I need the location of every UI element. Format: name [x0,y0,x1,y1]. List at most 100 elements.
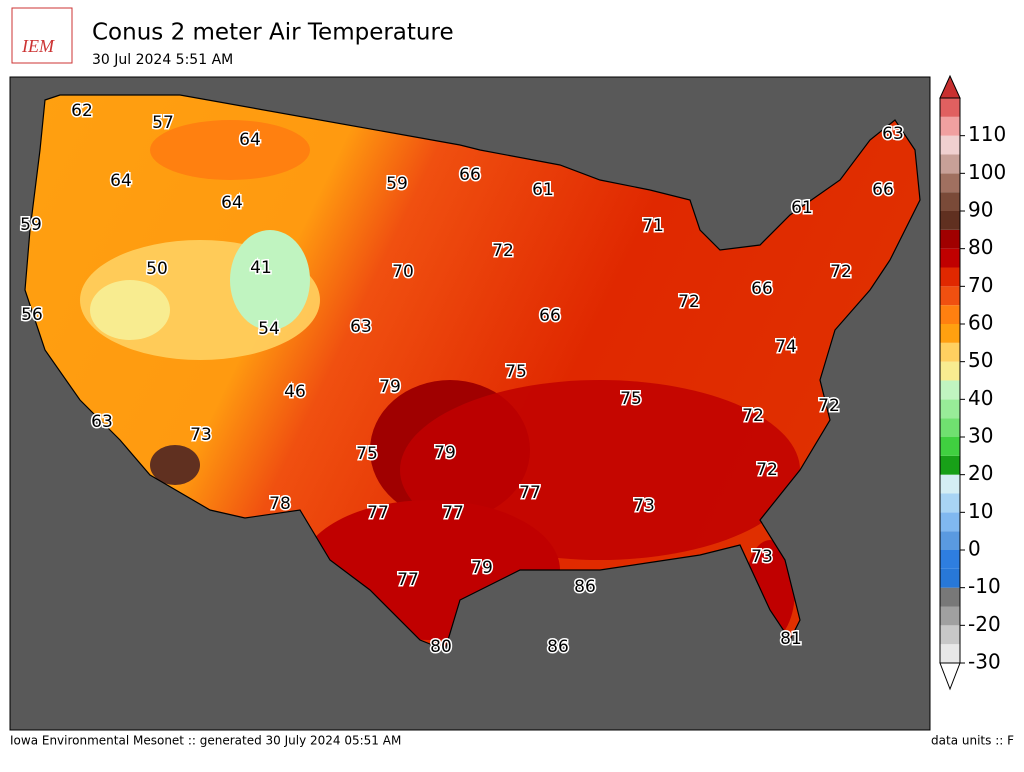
colorbar-frame [939,97,961,664]
colorbar-band [940,154,960,174]
colorbar-band [940,173,960,193]
station-value: 79 [379,377,401,397]
station-value: 73 [190,425,212,445]
colorbar-band [940,211,960,230]
station-value: 78 [269,494,291,514]
station-value: 66 [751,279,773,299]
station-value: 63 [882,124,904,144]
colorbar-band [940,587,960,607]
colorbar-band [940,361,960,381]
station-value: 50 [146,259,168,279]
colorbar-band [940,437,960,456]
station-value: 72 [742,406,764,426]
station-value: 86 [574,577,596,597]
station-value: 59 [386,174,408,194]
station-value: 61 [532,180,554,200]
colorbar-band [940,116,960,136]
colorbar-tick-label: 40 [968,386,993,410]
station-value: 77 [442,503,464,523]
station-value: 41 [250,258,272,278]
station-value: 72 [492,241,514,261]
colorbar-tick-label: 50 [968,348,993,372]
subtitle: 30 Jul 2024 5:51 AM [92,52,233,68]
station-value: 46 [284,382,306,402]
station-value: 61 [791,198,813,218]
station-value: 54 [258,319,280,339]
station-value: 75 [356,444,378,464]
colorbar-band [940,625,960,645]
colorbar-band [940,399,960,419]
station-value: 70 [392,262,414,282]
station-value: 72 [756,460,778,480]
station-value: 86 [547,637,569,657]
colorbar-tick-label: -10 [968,574,1001,598]
colorbar-band [940,324,960,343]
station-value: 64 [239,130,261,150]
colorbar-tick-label: 30 [968,424,993,448]
station-value: 77 [397,570,419,590]
colorbar-tick-label: 90 [968,198,993,222]
colorbar-tick-label: 80 [968,235,993,259]
station-value: 73 [751,547,773,567]
station-value: 59 [20,215,42,235]
colorbar-band [940,192,960,211]
colorbar-tick-label: 0 [968,537,981,561]
colorbar-band [940,606,960,626]
colorbar-band [940,568,960,588]
colorbar-band [940,493,960,513]
colorbar-band [940,342,960,362]
footer-left: Iowa Environmental Mesonet :: generated … [10,734,401,748]
station-value: 81 [780,629,802,649]
colorbar-band [940,512,960,532]
station-value: 79 [471,558,493,578]
station-value: 77 [367,503,389,523]
station-value: 62 [71,101,93,121]
station-value: 72 [818,396,840,416]
station-value: 66 [459,165,481,185]
colorbar-band [940,550,960,569]
station-value: 72 [678,292,700,312]
colorbar-over [939,74,961,99]
colorbar-tick-label: 100 [968,160,1006,184]
footer-right: data units :: F [931,734,1014,748]
station-value: 80 [430,637,452,657]
colorbar: -30 -20 -10 0 10 20 30 40 50 60 70 80 90 100 110 [939,74,1006,691]
colorbar-tick-label: 110 [968,122,1006,146]
station-value: 72 [830,262,852,282]
station-value: 56 [21,305,43,325]
colorbar-tick-label: 20 [968,461,993,485]
station-value: 73 [633,496,655,516]
colorbar-band [940,474,960,494]
station-value: 64 [221,193,243,213]
station-value: 75 [620,389,642,409]
logo-box [11,7,73,64]
colorbar-tick-label: 60 [968,311,993,335]
station-value: 66 [539,306,561,326]
station-value: 63 [350,317,372,337]
title: Conus 2 meter Air Temperature [92,20,454,46]
colorbar-band [940,248,960,268]
station-value: 79 [434,443,456,463]
station-value: 63 [91,412,113,432]
colorbar-band [940,644,960,663]
logo: IEM [11,7,73,64]
colorbar-band [940,135,960,155]
station-value: 75 [505,362,527,382]
colorbar-tick-label: 70 [968,273,993,297]
station-value: 57 [152,113,174,133]
station-value: 64 [110,171,132,191]
station-labels: 62 57 64 64 64 59 59 66 61 50 41 70 72 71 56 54 63 66 72 66… [19,100,906,659]
colorbar-band [940,455,960,475]
logo-text: IEM [21,36,55,56]
colorbar-band [940,305,960,324]
colorbar-tick-label: 10 [968,499,993,523]
colorbar-band [940,267,960,287]
station-value: 71 [642,216,664,236]
station-value: 77 [519,483,541,503]
colorbar-band [940,286,960,306]
colorbar-tick-label: -20 [968,612,1001,636]
colorbar-band [940,98,960,117]
colorbar-band [940,418,960,437]
colorbar-under [939,662,961,691]
